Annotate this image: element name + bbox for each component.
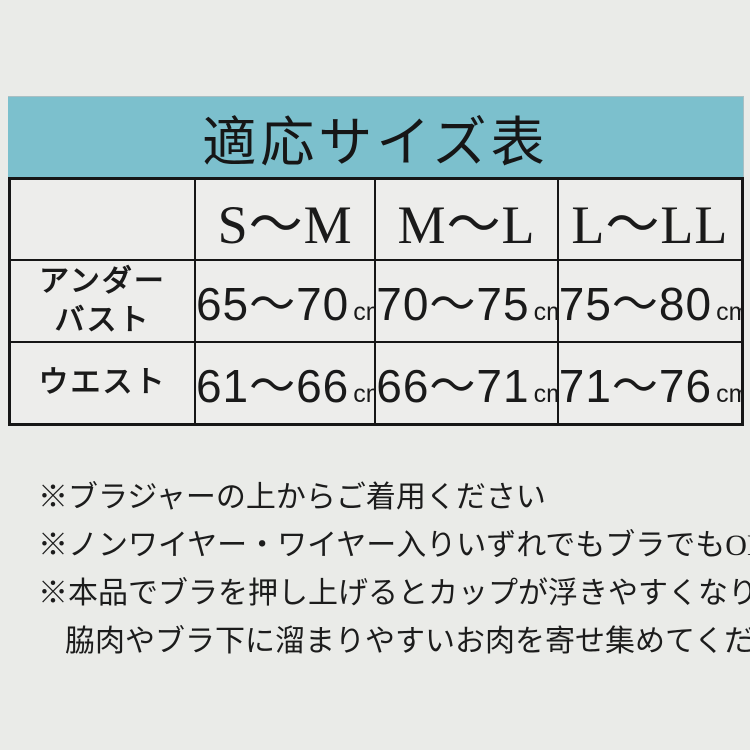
value-unit: cm: [716, 379, 740, 408]
note-line-1: ※ブラジャーの上からご着用ください: [38, 481, 546, 514]
value-range: 70〜75: [376, 278, 530, 330]
size-table-corner-cell: [8, 177, 196, 261]
value-unit: cm: [533, 298, 556, 326]
waist-value-l-ll: 71〜76cm: [556, 341, 744, 425]
size-table: S〜M M〜L L〜LL アンダー バスト 65〜70cm 70〜75cm 75…: [8, 177, 744, 426]
size-chart-title: 適応サイズ表: [202, 112, 549, 173]
value-range: 75〜80: [558, 278, 713, 330]
value-range: 65〜70: [195, 278, 350, 330]
table-row-underbust: アンダー バスト 65〜70cm 70〜75cm 75〜80cm: [8, 259, 744, 343]
row-label-line: ウエスト: [38, 366, 167, 400]
underbust-value-l-ll: 75〜80cm: [556, 259, 744, 343]
value-unit: cm: [353, 379, 373, 408]
row-label-line: アンダー: [39, 265, 166, 298]
value-unit: cm: [353, 298, 373, 326]
value-unit: cm: [716, 298, 740, 326]
underbust-value-m-l: 70〜75cm: [374, 259, 559, 343]
usage-notes: ※ブラジャーの上からご着用ください ※ノンワイヤー・ワイヤー入りいずれでもブラで…: [0, 474, 750, 666]
row-label-line: バスト: [54, 304, 151, 337]
table-row-waist: ウエスト 61〜66cm 66〜71cm 71〜76cm: [8, 341, 744, 425]
row-label-waist: ウエスト: [8, 341, 196, 425]
column-header-s-m: S〜M: [193, 177, 377, 261]
column-header-l-ll: L〜LL: [556, 177, 744, 261]
row-label-underbust: アンダー バスト: [8, 259, 196, 343]
note-line-3: ※本品でブラを押し上げるとカップが浮きやすくなります。: [38, 577, 750, 610]
size-table-header-row: S〜M M〜L L〜LL: [8, 177, 744, 261]
waist-value-s-m: 61〜66cm: [193, 341, 377, 425]
value-range: 71〜76: [558, 359, 713, 412]
size-chart-title-band: 適応サイズ表: [8, 96, 744, 177]
note-line-2: ※ノンワイヤー・ワイヤー入りいずれでもブラでもOK: [38, 529, 750, 562]
column-header-m-l: M〜L: [374, 177, 559, 261]
note-line-4: 脇肉やブラ下に溜まりやすいお肉を寄せ集めてください。: [65, 625, 750, 658]
value-range: 66〜71: [376, 359, 530, 412]
value-range: 61〜66: [195, 359, 350, 412]
value-unit: cm: [533, 379, 556, 408]
underbust-value-s-m: 65〜70cm: [193, 259, 377, 343]
waist-value-m-l: 66〜71cm: [374, 341, 559, 425]
